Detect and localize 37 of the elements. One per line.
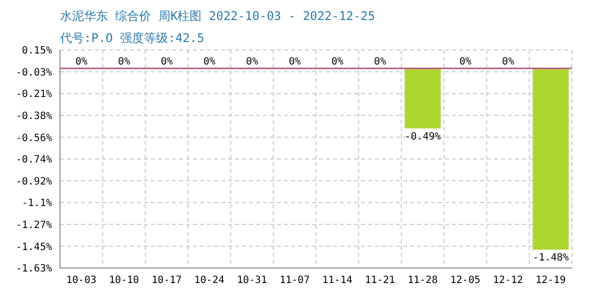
y-tick-label: -0.21% bbox=[16, 89, 52, 100]
data-label: 0% bbox=[160, 56, 173, 68]
data-label: 0% bbox=[203, 56, 216, 68]
y-tick-label: -1.45% bbox=[16, 242, 52, 253]
x-tick-label: 12-05 bbox=[450, 275, 480, 286]
data-label: 0% bbox=[374, 56, 386, 68]
data-label: 0% bbox=[288, 56, 301, 68]
y-tick-label: -1.63% bbox=[16, 264, 52, 275]
y-tick-label: -0.03% bbox=[16, 67, 52, 78]
x-tick-label: 11-21 bbox=[364, 275, 396, 286]
y-tick-label: -0.38% bbox=[16, 110, 52, 122]
y-tick-label: -1.1% bbox=[22, 198, 52, 210]
x-tick-label: 11-07 bbox=[280, 275, 310, 286]
x-tick-label: 10-10 bbox=[108, 275, 140, 286]
x-tick-label: 10-17 bbox=[152, 275, 182, 286]
x-tick-label: 10-03 bbox=[66, 275, 96, 286]
y-tick-label: 0.15% bbox=[22, 46, 52, 57]
y-tick-label: -0.92% bbox=[16, 176, 52, 188]
x-tick-label: 11-28 bbox=[408, 275, 438, 286]
y-tick-label: -0.56% bbox=[16, 132, 52, 144]
data-label: 0% bbox=[331, 56, 344, 68]
data-label: 0% bbox=[75, 56, 88, 68]
x-tick-label: 10-31 bbox=[236, 275, 268, 286]
data-label: 0% bbox=[459, 56, 472, 68]
data-label: 0% bbox=[502, 56, 514, 68]
data-label: 0% bbox=[246, 56, 258, 68]
y-tick-label: -0.74% bbox=[16, 154, 52, 166]
x-tick-label: 10-24 bbox=[194, 275, 224, 286]
x-tick-label: 12-12 bbox=[492, 275, 524, 286]
x-tick-label: 12-19 bbox=[536, 275, 566, 286]
y-tick-label: -1.27% bbox=[16, 220, 52, 231]
data-label: -0.49% bbox=[404, 131, 441, 142]
chart-subtitle: 代号:P.O 强度等级:42.5 bbox=[60, 30, 204, 47]
data-label: -1.48% bbox=[532, 252, 569, 264]
chart-title: 水泥华东 综合价 周K柱图 2022-10-03 - 2022-12-25 bbox=[60, 8, 376, 25]
x-tick-label: 11-14 bbox=[322, 275, 352, 286]
data-label: 0% bbox=[118, 56, 130, 68]
